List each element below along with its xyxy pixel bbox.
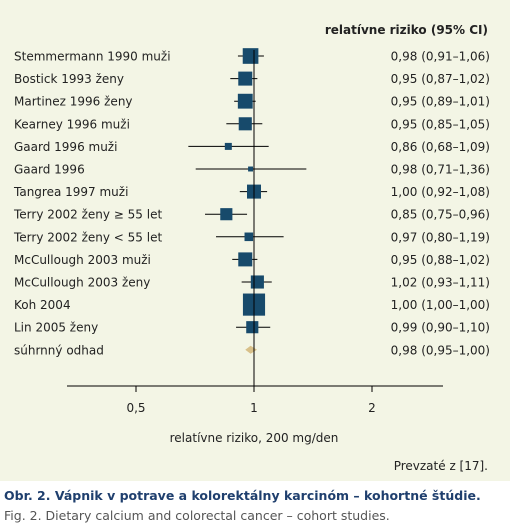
- study-11-marker: [250, 275, 264, 289]
- study-4-marker: [238, 117, 252, 131]
- study-1-label: Stemmermann 1990 muži: [14, 50, 171, 64]
- study-3-marker: [237, 93, 253, 109]
- study-9-label: Terry 2002 ženy < 55 let: [13, 230, 162, 244]
- column-header: relatívne riziko (95% CI): [325, 23, 488, 37]
- study-11-value: 1,02 (0,93–1,11): [391, 276, 490, 290]
- x-tick-label-1: 0,5: [126, 401, 145, 415]
- forest-plot: relatívne riziko (95% CI) Stemmermann 19…: [13, 23, 490, 473]
- x-tick-label-3: 2: [368, 401, 376, 415]
- study-7-label: Tangrea 1997 muži: [13, 185, 128, 199]
- study-11-label: McCullough 2003 ženy: [14, 276, 150, 290]
- x-tick-label-2: 1: [250, 401, 258, 415]
- study-2-label: Bostick 1993 ženy: [14, 72, 124, 86]
- study-10-marker: [238, 252, 253, 267]
- study-4-value: 0,95 (0,85–1,05): [391, 117, 490, 131]
- study-3-label: Martinez 1996 ženy: [14, 95, 133, 109]
- summary-diamond: [245, 345, 257, 354]
- study-9-marker: [244, 232, 254, 242]
- study-9-value: 0,97 (0,80–1,19): [391, 230, 490, 244]
- study-7-value: 1,00 (0,92–1,08): [391, 185, 490, 199]
- summary-label: súhrnný odhad: [14, 343, 104, 357]
- study-8-label: Terry 2002 ženy ≥ 55 let: [13, 208, 162, 222]
- study-1-value: 0,98 (0,91–1,06): [391, 50, 490, 64]
- study-12-label: Koh 2004: [14, 298, 71, 312]
- study-6-value: 0,98 (0,71–1,36): [391, 163, 490, 177]
- study-12-value: 1,00 (1,00–1,00): [391, 298, 490, 312]
- study-6-label: Gaard 1996: [14, 163, 85, 177]
- study-13-label: Lin 2005 ženy: [14, 321, 98, 335]
- study-5-label: Gaard 1996 muži: [14, 140, 117, 154]
- study-8-marker: [220, 208, 233, 221]
- study-10-value: 0,95 (0,88–1,02): [391, 253, 490, 267]
- study-5-marker: [224, 142, 232, 150]
- study-2-value: 0,95 (0,87–1,02): [391, 72, 490, 86]
- study-8-value: 0,85 (0,75–0,96): [391, 208, 490, 222]
- study-1-marker: [242, 48, 259, 64]
- source-note: Prevzaté z [17].: [394, 459, 488, 473]
- study-10-label: McCullough 2003 muži: [14, 253, 151, 267]
- study-13-marker: [246, 321, 259, 334]
- figure-caption-subtitle: Fig. 2. Dietary calcium and colorectal c…: [4, 508, 390, 523]
- study-2-marker: [238, 71, 253, 86]
- x-axis-label: relatívne riziko, 200 mg/den: [170, 431, 339, 445]
- study-5-value: 0,86 (0,68–1,09): [391, 140, 490, 154]
- study-3-value: 0,95 (0,89–1,01): [391, 95, 490, 109]
- study-6-marker: [248, 166, 254, 172]
- summary-value: 0,98 (0,95–1,00): [391, 343, 490, 357]
- study-4-label: Kearney 1996 muži: [14, 117, 130, 131]
- figure-caption-title: Obr. 2. Vápnik v potrave a kolorektálny …: [4, 488, 481, 503]
- study-13-value: 0,99 (0,90–1,10): [391, 321, 490, 335]
- figure-panel: relatívne riziko (95% CI) Stemmermann 19…: [0, 0, 510, 481]
